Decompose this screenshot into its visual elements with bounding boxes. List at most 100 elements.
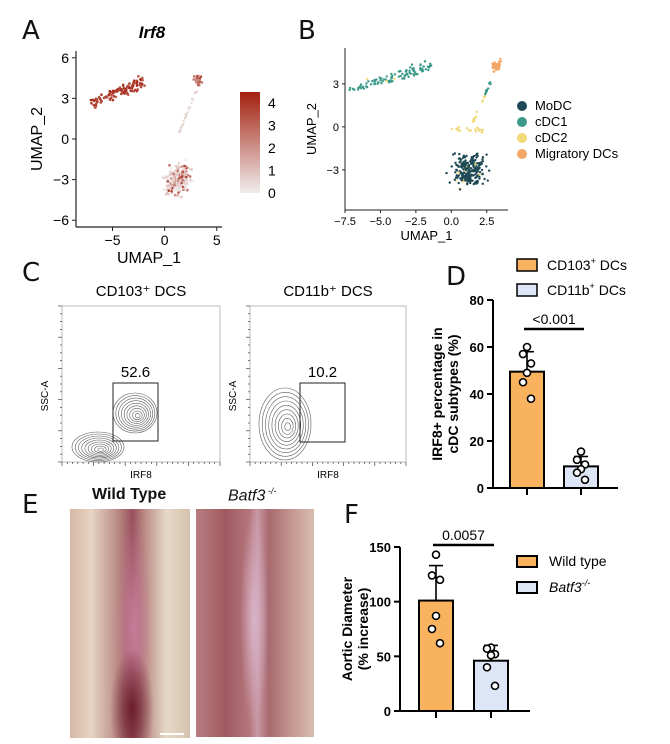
- chart-c-contour: [91, 443, 109, 455]
- chart-b-point: [476, 174, 479, 177]
- chart-b-point: [351, 87, 355, 91]
- chart-c-contour: [129, 408, 145, 422]
- chart-b-point: [472, 154, 476, 158]
- chart-a-point: [180, 195, 183, 199]
- chart-b-point: [474, 130, 478, 133]
- chart-b-point: [480, 168, 484, 172]
- chart-b-point: [454, 161, 457, 165]
- chart-a-point: [184, 180, 188, 183]
- chart-b-point: [471, 161, 474, 164]
- chart-d-data-point: [518, 377, 528, 387]
- chart-d-ytick-label: 60: [470, 340, 484, 355]
- chart-a-point: [166, 179, 170, 183]
- chart-a-point: [193, 91, 197, 95]
- chart-a-xtick-label: 5: [213, 232, 221, 248]
- chart-b-point: [475, 165, 478, 168]
- chart-a-point: [138, 83, 142, 87]
- chart-b-point: [373, 78, 376, 82]
- chart-b-point: [492, 70, 495, 73]
- chart-c-contour: [87, 441, 112, 456]
- chart-c-contour: [78, 435, 120, 460]
- chart-a-point: [176, 185, 179, 189]
- chart-b-point: [498, 60, 501, 63]
- chart-d-data-point: [572, 455, 582, 465]
- chart-b-point: [468, 168, 471, 171]
- chart-a-point: [123, 92, 126, 95]
- chart-f-ytick-label: 0: [384, 704, 391, 719]
- chart-d-legend-label-sup: +: [591, 256, 596, 266]
- chart-b-point: [381, 80, 384, 83]
- chart-b-point: [485, 88, 488, 92]
- chart-f-ylabel-line2: (% increase): [355, 588, 371, 670]
- chart-b-point: [499, 57, 502, 61]
- chart-a-point: [95, 98, 99, 101]
- chart-b-point: [405, 72, 409, 75]
- chart-b-point: [495, 63, 499, 66]
- chart-a-point: [111, 98, 115, 102]
- panel-e-label-batf3-sup: -/-: [265, 486, 277, 496]
- chart-b-point: [450, 127, 454, 131]
- chart-a-point: [170, 172, 173, 175]
- chart-b-point: [461, 156, 465, 160]
- chart-b-point: [492, 66, 495, 70]
- chart-d-legend-swatch: [516, 283, 538, 297]
- chart-b-point: [480, 161, 483, 164]
- chart-c-contour: [121, 400, 151, 428]
- chart-b-point: [460, 171, 464, 175]
- chart-a-colorbar-label: 4: [268, 95, 276, 111]
- chart-b-point: [414, 72, 418, 76]
- chart-b-ytick-label: 3: [333, 79, 339, 91]
- chart-d-ylabel-line2: cDC subtypes (%): [445, 334, 461, 453]
- chart-b-point: [455, 174, 459, 177]
- chart-b-point: [457, 126, 460, 129]
- chart-a-point: [99, 98, 102, 101]
- chart-b-point: [464, 159, 467, 162]
- chart-b-legend-label: MoDC: [535, 98, 572, 113]
- chart-b-point: [457, 165, 460, 169]
- chart-b-point: [428, 62, 432, 66]
- chart-b-point: [481, 156, 485, 159]
- chart-c-contour: [132, 410, 143, 421]
- chart-a-point: [192, 78, 196, 81]
- chart-a-point: [195, 90, 199, 94]
- chart-a-point: [105, 95, 109, 99]
- chart-a-points: [89, 74, 204, 199]
- chart-b-point: [430, 64, 433, 67]
- chart-b-point: [371, 80, 374, 83]
- chart-b-xtick-label: −7.5: [334, 216, 356, 228]
- chart-d-legend-label-text: CD103: [547, 257, 591, 273]
- chart-b-point: [481, 128, 484, 132]
- chart-b-point: [407, 75, 410, 79]
- chart-b-point: [469, 176, 472, 180]
- chart-c-contour: [281, 418, 294, 435]
- chart-b-xlabel: UMAP_1: [400, 228, 452, 243]
- chart-b-point: [403, 77, 406, 80]
- chart-a-point: [191, 179, 194, 183]
- chart-a-point: [195, 81, 198, 84]
- chart-b-point: [413, 71, 417, 74]
- chart-b-point: [485, 153, 488, 156]
- chart-b-point: [466, 162, 469, 165]
- chart-b-point: [450, 165, 453, 168]
- chart-b-point: [475, 115, 478, 118]
- chart-b-point: [488, 81, 492, 84]
- chart-b-point: [389, 76, 393, 79]
- chart-a-point: [140, 76, 144, 80]
- chart-b-point: [401, 72, 404, 76]
- chart-b-point: [380, 77, 383, 80]
- chart-b-point: [474, 176, 477, 179]
- chart-a-point: [182, 119, 185, 123]
- chart-a-point: [137, 74, 140, 78]
- chart-b-point: [458, 188, 462, 191]
- chart-b-point: [481, 99, 485, 102]
- chart-a-point: [170, 175, 173, 178]
- chart-b-point: [478, 175, 481, 179]
- chart-b-point: [471, 164, 475, 167]
- chart-f-legend-label: Wild type: [549, 553, 607, 569]
- chart-b-point: [474, 169, 478, 173]
- chart-a-colorbar-label: 1: [268, 163, 276, 179]
- chart-b-point: [467, 176, 470, 180]
- chart-b-point: [463, 163, 467, 167]
- chart-d-legend-label-sup: +: [590, 281, 595, 291]
